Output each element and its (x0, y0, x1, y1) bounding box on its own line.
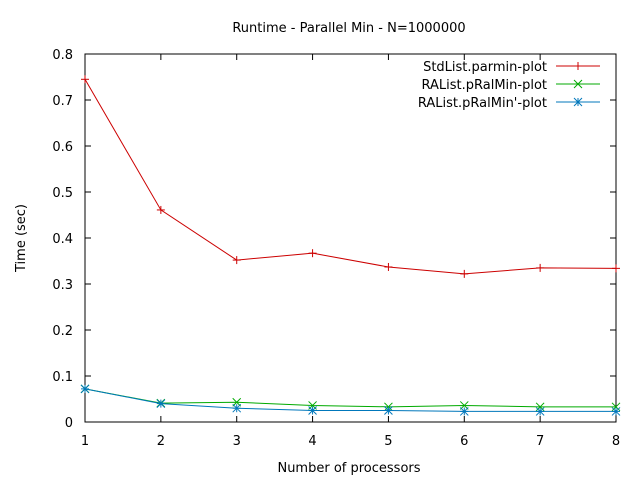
y-tick-label: 0 (65, 416, 73, 431)
x-tick-label: 6 (460, 434, 468, 449)
data-point (535, 402, 545, 412)
data-point (156, 399, 166, 408)
x-tick-label: 5 (384, 434, 392, 449)
y-tick-label: 0.5 (52, 186, 73, 201)
data-point (81, 75, 89, 84)
legend-entry: StdList.parmin-plot (423, 60, 600, 75)
y-tick-label: 0.8 (52, 48, 73, 63)
legend-label: RAList.pRalMin'-plot (418, 96, 547, 111)
data-point (384, 406, 393, 415)
data-point (460, 269, 469, 278)
data-point (612, 264, 620, 273)
axes: 1 2 3 4 5 6 7 8 0 0.1 0.2 0.3 0.4 0.5 0.6 0.7 0.8 (52, 48, 620, 449)
series-2 (80, 384, 621, 412)
data-point (156, 205, 165, 214)
data-point (611, 407, 621, 416)
x-tick-label: 2 (157, 434, 165, 449)
data-point (384, 262, 393, 271)
y-tick-label: 0.1 (52, 370, 73, 385)
data-point (80, 384, 90, 394)
chart-title: Runtime - Parallel Min - N=1000000 (232, 21, 465, 36)
legend: StdList.parmin-plot RAList.pRalMin-plot RA… (418, 60, 600, 111)
x-tick-label: 8 (612, 434, 620, 449)
data-point (611, 402, 621, 412)
legend-marker (573, 79, 583, 89)
series-line (84, 388, 616, 412)
data-point (536, 263, 545, 272)
x-axis-label: Number of processors (277, 461, 420, 476)
y-tick-label: 0.3 (52, 278, 73, 293)
x-tick-label: 1 (81, 434, 89, 449)
x-tick-label: 3 (233, 434, 241, 449)
series-1 (81, 75, 620, 278)
legend-marker (573, 97, 583, 107)
legend-label: RAList.pRalMin-plot (421, 78, 547, 93)
legend-entry: RAList.pRalMin'-plot (418, 96, 600, 111)
series-line (84, 79, 617, 275)
series-line (84, 388, 616, 408)
legend-marker (574, 62, 582, 70)
x-tick-label: 7 (536, 434, 544, 449)
y-tick-label: 0.4 (52, 232, 73, 247)
y-tick-label: 0.7 (52, 94, 73, 109)
data-point (535, 407, 545, 416)
data-point (308, 249, 317, 258)
legend-entry: RAList.pRalMin-plot (421, 78, 600, 93)
y-tick-label: 0.6 (52, 140, 73, 155)
legend-label: StdList.parmin-plot (423, 60, 547, 75)
data-point (308, 406, 317, 415)
data-point (232, 256, 241, 265)
y-axis-label: Time (sec) (14, 204, 29, 273)
y-tick-label: 0.2 (52, 324, 73, 339)
x-tick-label: 4 (308, 434, 316, 449)
series-3 (80, 384, 621, 416)
data-point (459, 407, 469, 416)
data-point (232, 403, 242, 413)
series-layer (80, 75, 621, 416)
